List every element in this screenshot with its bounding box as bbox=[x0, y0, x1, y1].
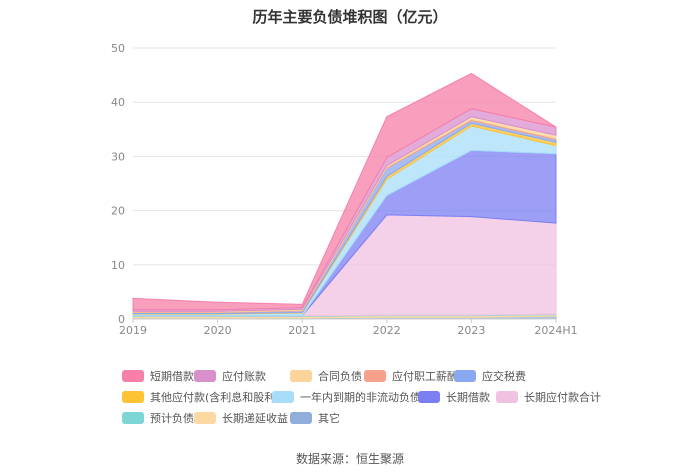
legend-label: 合同负债 bbox=[318, 370, 362, 383]
legend-item[interactable]: 短期借款 bbox=[122, 368, 194, 384]
legend-item[interactable]: 其他应付款(含利息和股利) bbox=[122, 389, 280, 405]
legend-swatch bbox=[122, 391, 144, 403]
legend-label: 应付账款 bbox=[222, 370, 266, 383]
legend-label: 一年内到期的非流动负债 bbox=[300, 391, 421, 404]
y-tick-label: 50 bbox=[111, 42, 125, 55]
legend-swatch bbox=[496, 391, 518, 403]
legend-swatch bbox=[454, 370, 476, 382]
legend-swatch bbox=[272, 391, 294, 403]
legend-swatch bbox=[194, 370, 216, 382]
legend-item[interactable]: 长期应付款合计 bbox=[496, 389, 601, 405]
legend-item[interactable]: 长期递延收益 bbox=[194, 410, 288, 426]
legend-item[interactable]: 其它 bbox=[290, 410, 340, 426]
legend-label: 短期借款 bbox=[150, 370, 194, 383]
y-tick-label: 20 bbox=[111, 205, 125, 218]
y-tick-label: 10 bbox=[111, 259, 125, 272]
legend-swatch bbox=[364, 370, 386, 382]
legend-swatch bbox=[418, 391, 440, 403]
legend-label: 预计负债 bbox=[150, 412, 194, 425]
legend-swatch bbox=[122, 412, 144, 424]
legend-label: 应付职工薪酬 bbox=[392, 370, 458, 383]
chart-title: 历年主要负债堆积图（亿元） bbox=[252, 8, 448, 26]
x-tick-label: 2024H1 bbox=[534, 324, 577, 337]
legend-label: 其它 bbox=[318, 412, 340, 425]
legend-label: 长期应付款合计 bbox=[524, 391, 601, 404]
legend-label: 应交税费 bbox=[482, 370, 526, 383]
legend-swatch bbox=[194, 412, 216, 424]
legend-item[interactable]: 一年内到期的非流动负债 bbox=[272, 389, 421, 405]
data-source: 数据来源：恒生聚源 bbox=[295, 452, 404, 466]
legend-item[interactable]: 应付账款 bbox=[194, 368, 266, 384]
x-tick-label: 2022 bbox=[373, 324, 401, 337]
x-tick-label: 2020 bbox=[204, 324, 232, 337]
legend-swatch bbox=[290, 370, 312, 382]
y-tick-label: 40 bbox=[111, 96, 125, 109]
legend-label: 长期借款 bbox=[446, 391, 490, 404]
x-tick-label: 2023 bbox=[457, 324, 485, 337]
legend-label: 其他应付款(含利息和股利) bbox=[150, 391, 280, 404]
area-短期借款 bbox=[132, 72, 557, 311]
legend-item[interactable]: 合同负债 bbox=[290, 368, 362, 384]
legend-item[interactable]: 预计负债 bbox=[122, 410, 194, 426]
legend-swatch bbox=[122, 370, 144, 382]
axes: 0 10 20 30 40 50 2019 2020 2021 2022 2023 2024H1 bbox=[111, 42, 578, 337]
area-series bbox=[132, 72, 557, 320]
y-tick-label: 30 bbox=[111, 150, 125, 163]
y-tick-label: 0 bbox=[118, 313, 125, 326]
legend-item[interactable]: 长期借款 bbox=[418, 389, 490, 405]
legend-swatch bbox=[290, 412, 312, 424]
legend-item[interactable]: 应付职工薪酬 bbox=[364, 368, 458, 384]
legend-label: 长期递延收益 bbox=[222, 412, 288, 425]
x-tick-label: 2021 bbox=[288, 324, 316, 337]
legend-item[interactable]: 应交税费 bbox=[454, 368, 526, 384]
x-tick-label: 2019 bbox=[119, 324, 147, 337]
